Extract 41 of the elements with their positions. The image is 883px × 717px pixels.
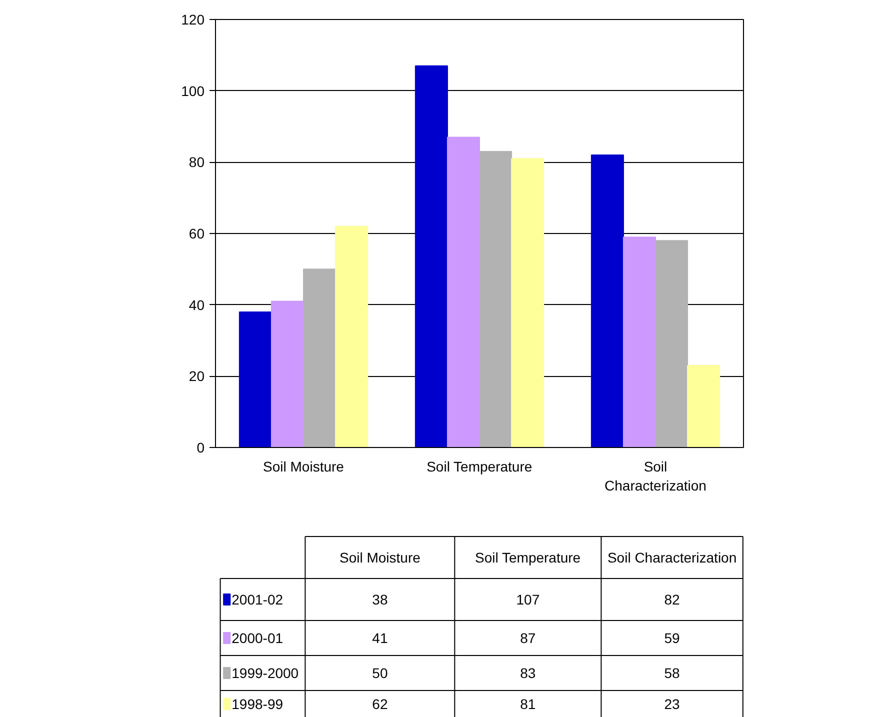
data-label: 59 [664,630,680,646]
bar [335,226,368,448]
y-tick-label: 0 [196,440,205,456]
data-label: 38 [372,592,388,608]
x-tick-label: Soil Moisture [263,458,344,474]
y-tick-label: 40 [188,296,205,313]
legend-label: 1999-2000 [232,665,299,681]
bar [238,311,272,448]
data-label: 82 [664,592,680,608]
bar [303,268,336,448]
data-label: 50 [372,665,388,681]
data-label: 107 [516,592,540,608]
bar [511,158,544,448]
legend-label: 1998-99 [232,696,284,712]
y-tick-label: 100 [181,82,205,99]
y-tick-label: 80 [188,154,205,170]
bar [414,65,448,448]
data-label: 62 [372,696,388,712]
data-label: 87 [520,630,536,646]
x-tick-label: Soil Temperature [426,458,532,474]
data-label: 58 [664,665,680,681]
category-label: Soil Moisture [339,550,420,566]
bar [655,240,688,448]
x-tick-label: Soil Characterization [604,458,706,494]
legend-label: 2000-01 [232,630,284,646]
data-label: 83 [520,665,536,681]
bar [622,236,656,448]
category-label: Soil Temperature [475,550,581,566]
y-tick-label: 60 [188,226,205,242]
bar [270,300,304,448]
data-label: 81 [520,696,536,712]
bar [479,150,512,448]
data-label: 23 [664,696,680,712]
bar [687,364,720,448]
category-label: Soil Characterization [607,550,737,566]
data-label: 41 [372,630,388,646]
y-tick-label: 20 [188,368,205,384]
bar [446,136,480,448]
legend-label: 2001-02 [232,592,284,608]
bar [590,154,624,448]
y-tick-label: 120 [181,12,205,28]
